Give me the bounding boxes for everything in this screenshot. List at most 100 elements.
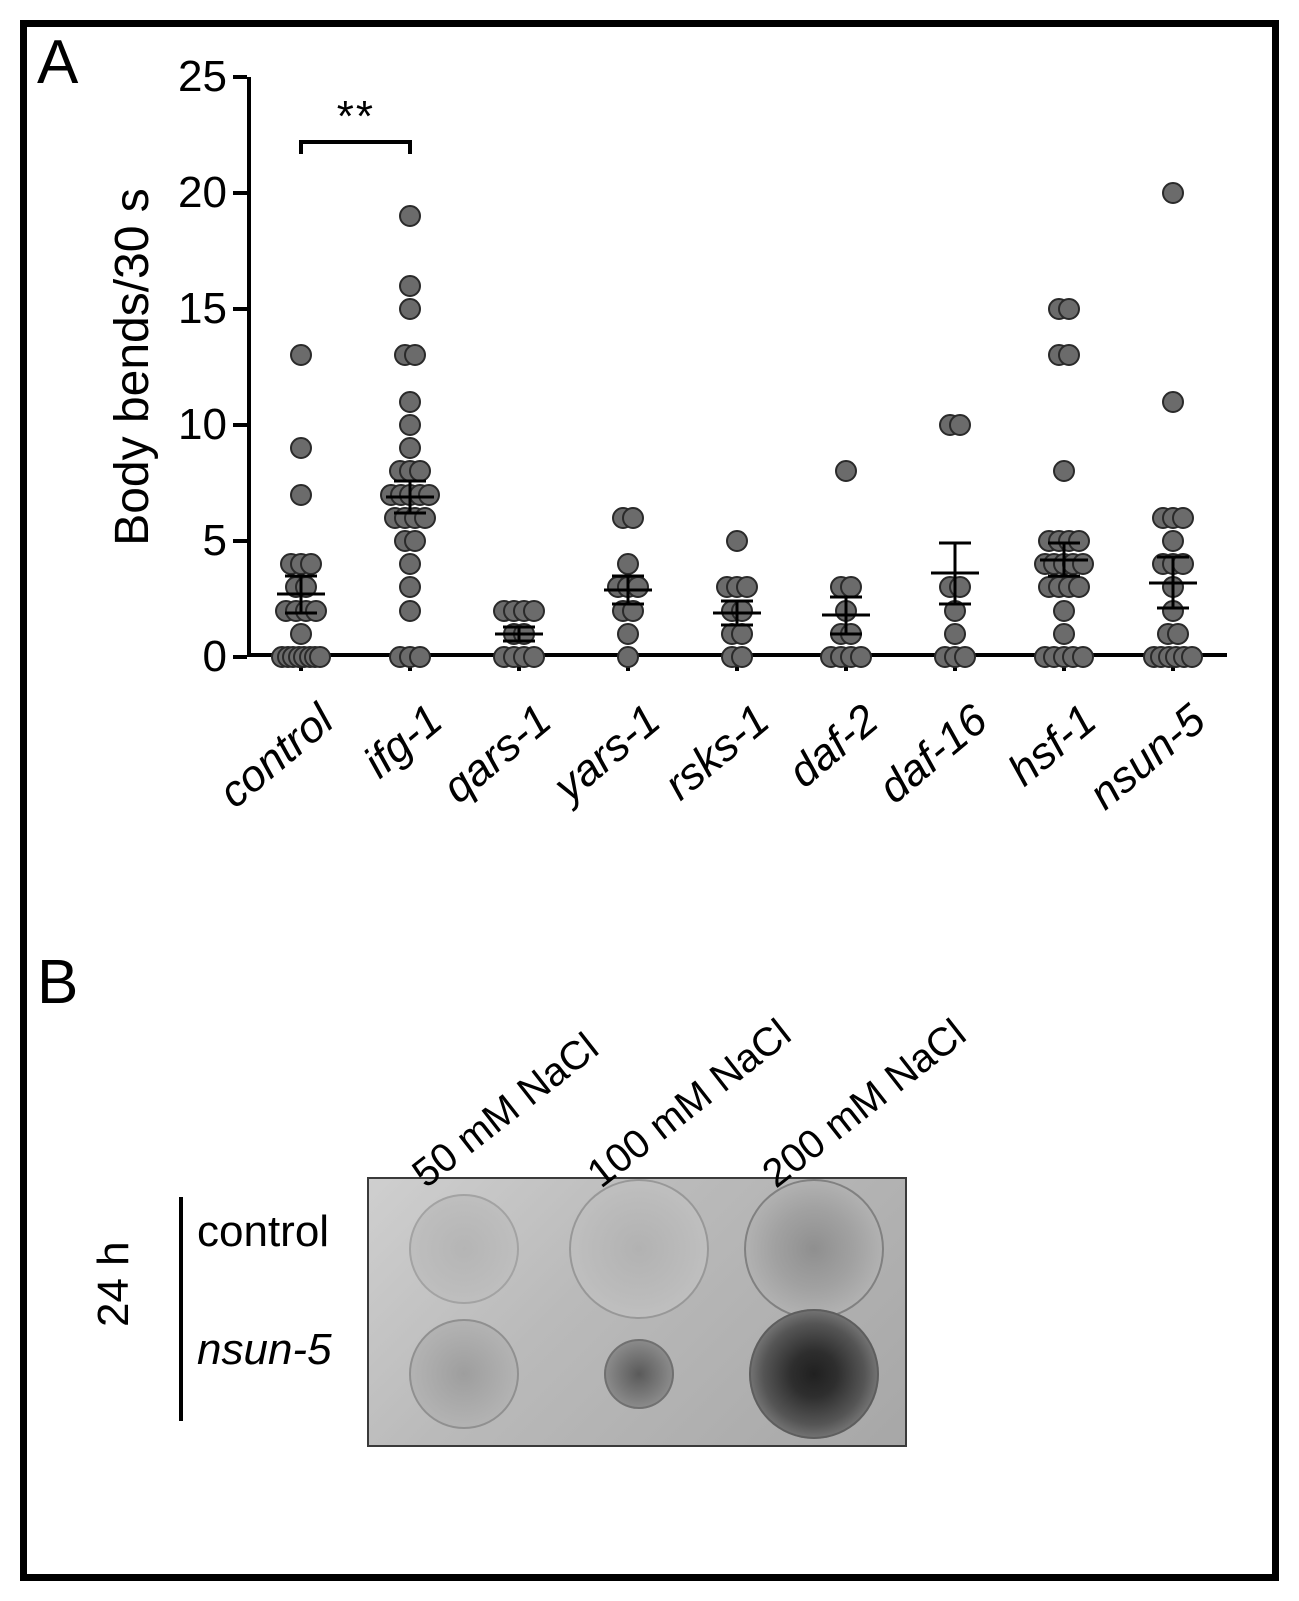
data-point	[944, 623, 966, 645]
data-point	[404, 344, 426, 366]
error-cap	[1157, 556, 1189, 559]
y-tick	[233, 423, 247, 427]
blot-spot	[744, 1179, 884, 1319]
data-point	[1162, 530, 1184, 552]
data-point	[1068, 576, 1090, 598]
blot-spot	[409, 1194, 519, 1304]
error-stem	[627, 576, 630, 604]
data-point	[290, 623, 312, 645]
data-point	[1058, 344, 1080, 366]
data-point	[409, 646, 431, 668]
y-axis-title: Body bends/30 s	[105, 188, 160, 546]
data-point	[399, 275, 421, 297]
data-point	[954, 646, 976, 668]
y-tick-label: 20	[147, 168, 227, 218]
y-tick-label: 0	[147, 632, 227, 682]
data-point	[617, 553, 639, 575]
panel-b-row-label: control	[197, 1207, 329, 1257]
y-tick	[233, 191, 247, 195]
data-point	[1172, 507, 1194, 529]
data-point	[949, 576, 971, 598]
data-point	[309, 646, 331, 668]
panel-b-row-label: nsun-5	[197, 1325, 332, 1375]
blot-spot	[749, 1309, 879, 1439]
panel-a: Body bends/30 s 0510152025controlifg-1qa…	[97, 47, 1252, 867]
data-point	[290, 484, 312, 506]
error-cap	[1048, 542, 1080, 545]
error-cap	[830, 595, 862, 598]
data-point	[1053, 460, 1075, 482]
error-cap	[394, 479, 426, 482]
error-cap	[939, 602, 971, 605]
data-point	[399, 391, 421, 413]
significance-tick	[408, 140, 412, 154]
data-point	[617, 646, 639, 668]
data-point	[290, 344, 312, 366]
data-point	[399, 298, 421, 320]
error-cap	[612, 602, 644, 605]
y-axis	[247, 77, 251, 657]
data-point	[726, 530, 748, 552]
error-cap	[830, 632, 862, 635]
data-point	[1181, 646, 1203, 668]
y-tick	[233, 655, 247, 659]
significance-tick	[299, 140, 303, 154]
data-point	[1053, 600, 1075, 622]
y-tick	[233, 75, 247, 79]
data-point	[1162, 182, 1184, 204]
data-point	[1072, 553, 1094, 575]
error-stem	[300, 576, 303, 613]
data-point	[399, 576, 421, 598]
data-point	[731, 646, 753, 668]
error-cap	[1048, 574, 1080, 577]
panel-b-col-label: 50 mM NaCl	[404, 1025, 607, 1197]
error-cap	[1157, 607, 1189, 610]
data-point	[414, 507, 436, 529]
data-point	[399, 553, 421, 575]
figure-frame: A Body bends/30 s 0510152025controlifg-1…	[20, 20, 1279, 1581]
blot-spot	[409, 1319, 519, 1429]
data-point	[1162, 391, 1184, 413]
y-tick	[233, 307, 247, 311]
y-tick-label: 5	[147, 516, 227, 566]
error-stem	[953, 543, 956, 603]
blot-spot	[604, 1339, 674, 1409]
error-cap	[394, 512, 426, 515]
data-point	[399, 437, 421, 459]
data-point	[523, 646, 545, 668]
significance-label: **	[337, 92, 375, 142]
panel-b-row-bracket	[179, 1197, 183, 1421]
data-point	[617, 623, 639, 645]
data-point	[736, 576, 758, 598]
panel-b-timepoint: 24 h	[89, 1241, 139, 1327]
plot-area-a: 0510152025controlifg-1qars-1yars-1rsks-1…	[247, 77, 1227, 657]
data-point	[404, 530, 426, 552]
error-cap	[285, 611, 317, 614]
error-cap	[503, 639, 535, 642]
data-point	[835, 460, 857, 482]
error-cap	[612, 574, 644, 577]
data-point	[523, 600, 545, 622]
data-point	[731, 623, 753, 645]
error-stem	[844, 597, 847, 634]
data-point	[290, 437, 312, 459]
data-point	[399, 205, 421, 227]
error-stem	[409, 481, 412, 513]
error-stem	[1062, 543, 1065, 575]
data-point	[850, 646, 872, 668]
error-cap	[721, 600, 753, 603]
y-tick-label: 25	[147, 52, 227, 102]
data-point	[949, 414, 971, 436]
data-point	[622, 507, 644, 529]
error-cap	[285, 574, 317, 577]
data-point	[1072, 646, 1094, 668]
data-point	[399, 600, 421, 622]
data-point	[300, 553, 322, 575]
error-stem	[736, 601, 739, 624]
data-point	[1167, 623, 1189, 645]
blot-image	[367, 1177, 907, 1447]
error-cap	[939, 542, 971, 545]
data-point	[1053, 623, 1075, 645]
error-cap	[503, 625, 535, 628]
error-stem	[1171, 557, 1174, 608]
